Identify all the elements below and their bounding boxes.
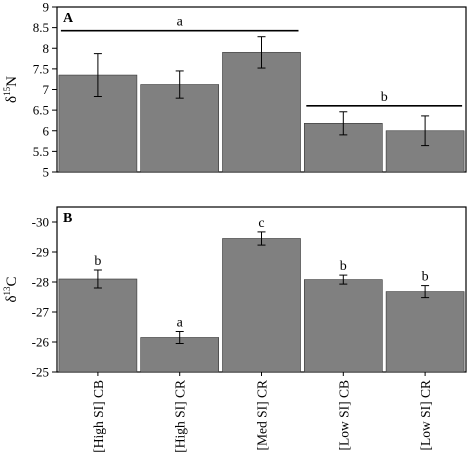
y-axis-label-element: C [4,276,20,286]
panel-a-y-axis-label: δ15N [2,76,20,103]
significance-letter: b [94,254,101,269]
y-tick-label: -25 [32,365,49,380]
y-axis-label-superscript: 15 [2,86,12,96]
panel-a-bars [58,52,465,173]
y-tick-label: 7.5 [33,61,49,76]
x-tick-label: [High SI] CB [91,380,106,453]
panel-a-group-brackets: ab [60,15,463,107]
x-axis-category-labels: [High SI] CB [High SI] CR [Med SI] CR [Low … [91,372,433,453]
group-letter: a [177,15,184,30]
panel-b-bars [58,238,465,373]
x-tick-label: [Med SI] CR [255,380,270,451]
y-tick-label: -27 [32,305,50,320]
x-tick-label: [Low SI] CR [418,380,433,451]
y-tick-label: 6 [43,123,50,138]
bar [222,52,301,173]
y-axis-label: δ15N [2,76,20,103]
panel-b-error-bars [93,231,430,344]
x-tick-label: [Low SI] CB [336,380,351,451]
panel-a-y-ticks: 5 5.5 6 6.5 7 7.5 8 8.5 9 [33,0,57,180]
significance-letter: a [177,316,184,331]
group-letter: b [381,90,388,105]
significance-letter: c [258,216,264,231]
y-axis-label-superscript: 13 [2,286,12,296]
y-axis-label-element: N [4,76,20,87]
bar [385,291,465,373]
panel-b: B δ13C -25 -26 -27 -28 -29 -30 b a c b b [High SI… [2,206,467,453]
panel-b-y-ticks: -25 -26 -27 -28 -29 -30 [32,215,57,380]
panel-b-significance-letters: b a c b b [94,216,428,331]
significance-letter: b [340,259,347,274]
y-axis-label-delta: δ [4,96,20,103]
y-tick-label: -28 [32,275,49,290]
y-tick-label: 9 [43,0,50,15]
bar [140,84,219,173]
panel-a-error-bars [93,36,430,147]
y-tick-label: 8.5 [33,20,49,35]
significance-letter: b [422,270,429,285]
x-tick-label: [High SI] CR [173,380,188,453]
y-tick-label: 5.5 [33,144,49,159]
panel-b-label: B [63,211,72,226]
y-tick-label: 6.5 [33,103,49,118]
y-axis-label-delta: δ [4,295,20,302]
bar [222,238,301,373]
bar [58,278,138,373]
panel-a: A δ15N 55.566.577.588.59 ab [2,0,467,180]
y-tick-label: 7 [43,82,50,97]
panel-a-label: A [63,11,74,26]
y-tick-label: 5 [43,165,50,180]
panel-b-y-axis-label: δ13C [2,276,20,302]
y-tick-label: -29 [32,245,49,260]
y-tick-label: -30 [32,215,49,230]
y-tick-label: 8 [43,41,50,56]
bar [303,279,383,373]
y-tick-label: -26 [32,335,50,350]
y-axis-label: δ13C [2,276,20,302]
